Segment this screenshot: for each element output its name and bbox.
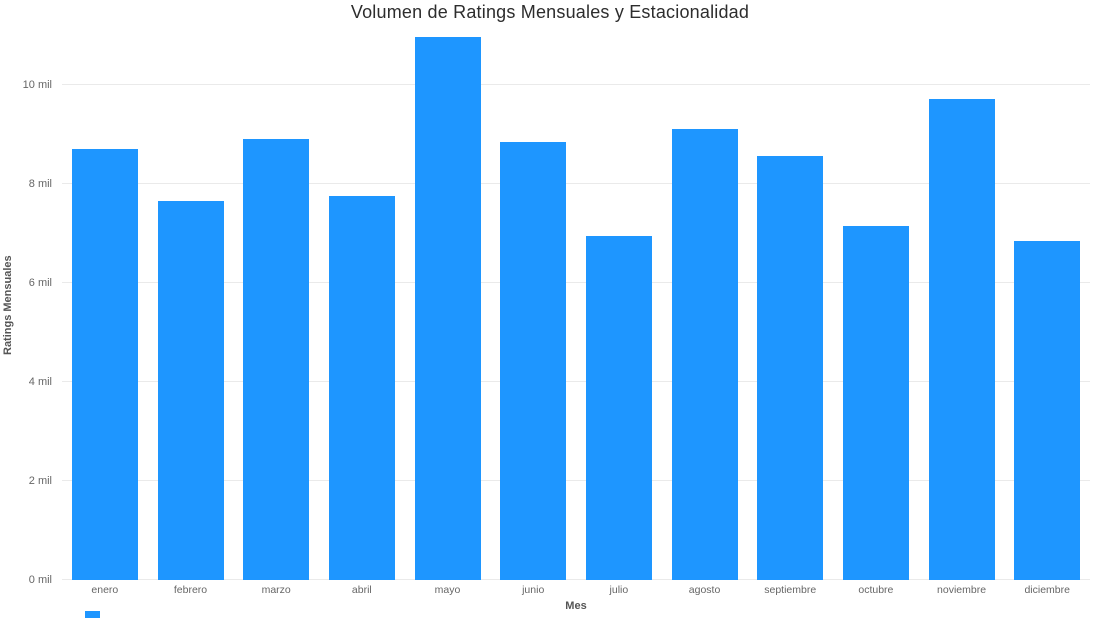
x-category-label: noviembre <box>937 584 987 596</box>
y-tick-label: 0 mil <box>28 574 52 586</box>
plot-area <box>62 30 1090 580</box>
bar-diciembre[interactable] <box>1014 240 1081 580</box>
x-category-label: julio <box>609 584 629 596</box>
x-category-label: abril <box>351 584 372 596</box>
bar-slot <box>233 30 319 580</box>
gridline <box>62 579 1090 580</box>
bar-slot <box>919 30 1005 580</box>
y-tick-label: 6 mil <box>28 276 52 289</box>
bar-noviembre[interactable] <box>928 99 995 580</box>
x-category-label: agosto <box>688 584 721 596</box>
bar-abril[interactable] <box>328 196 395 580</box>
x-category-label: mayo <box>434 584 461 596</box>
chart-title: Volumen de Ratings Mensuales y Estaciona… <box>350 2 750 22</box>
bar-septiembre[interactable] <box>757 156 824 580</box>
bars-container <box>62 30 1090 580</box>
gridline <box>62 380 1090 382</box>
x-category-label: marzo <box>261 584 291 596</box>
bar-agosto[interactable] <box>671 129 738 580</box>
gridline <box>62 182 1090 184</box>
x-category-label: septiembre <box>764 584 817 596</box>
gridline <box>62 83 1090 85</box>
bar-slot <box>576 30 662 580</box>
bar-slot <box>148 30 234 580</box>
bar-slot <box>319 30 405 580</box>
bar-marzo[interactable] <box>243 139 310 580</box>
bar-enero[interactable] <box>71 148 138 580</box>
bar-febrero[interactable] <box>157 200 224 580</box>
bar-julio[interactable] <box>585 235 652 580</box>
bar-slot <box>747 30 833 580</box>
x-category-label: octubre <box>858 584 894 596</box>
gridlines <box>62 30 1090 580</box>
bar-slot <box>62 30 148 580</box>
bar-slot <box>405 30 491 580</box>
gridline <box>62 479 1090 481</box>
y-tick-label: 10 mil <box>22 78 52 91</box>
y-tick-label: 2 mil <box>28 474 52 487</box>
bar-octubre[interactable] <box>842 225 909 580</box>
y-tick-label: 4 mil <box>28 375 52 388</box>
partial-blue-fragment <box>85 611 100 618</box>
x-axis-labels: enero febrero marzo abril mayo junio julio agos… <box>62 584 1090 596</box>
bar-slot <box>490 30 576 580</box>
bar-junio[interactable] <box>500 141 567 580</box>
bar-slot <box>1004 30 1090 580</box>
x-category-label: febrero <box>173 584 208 596</box>
y-tick-label: 8 mil <box>28 177 52 190</box>
x-category-label: enero <box>91 584 119 596</box>
bar-slot <box>833 30 919 580</box>
x-category-label: diciembre <box>1024 584 1070 596</box>
x-axis-title: Mes <box>565 600 587 612</box>
y-axis-ticks: 0 mil 2 mil 4 mil 6 mil 8 mil 10 mil <box>0 30 52 586</box>
gridline <box>62 281 1090 283</box>
bar-slot <box>662 30 748 580</box>
x-category-label: junio <box>522 584 545 596</box>
bar-mayo[interactable] <box>414 37 481 580</box>
